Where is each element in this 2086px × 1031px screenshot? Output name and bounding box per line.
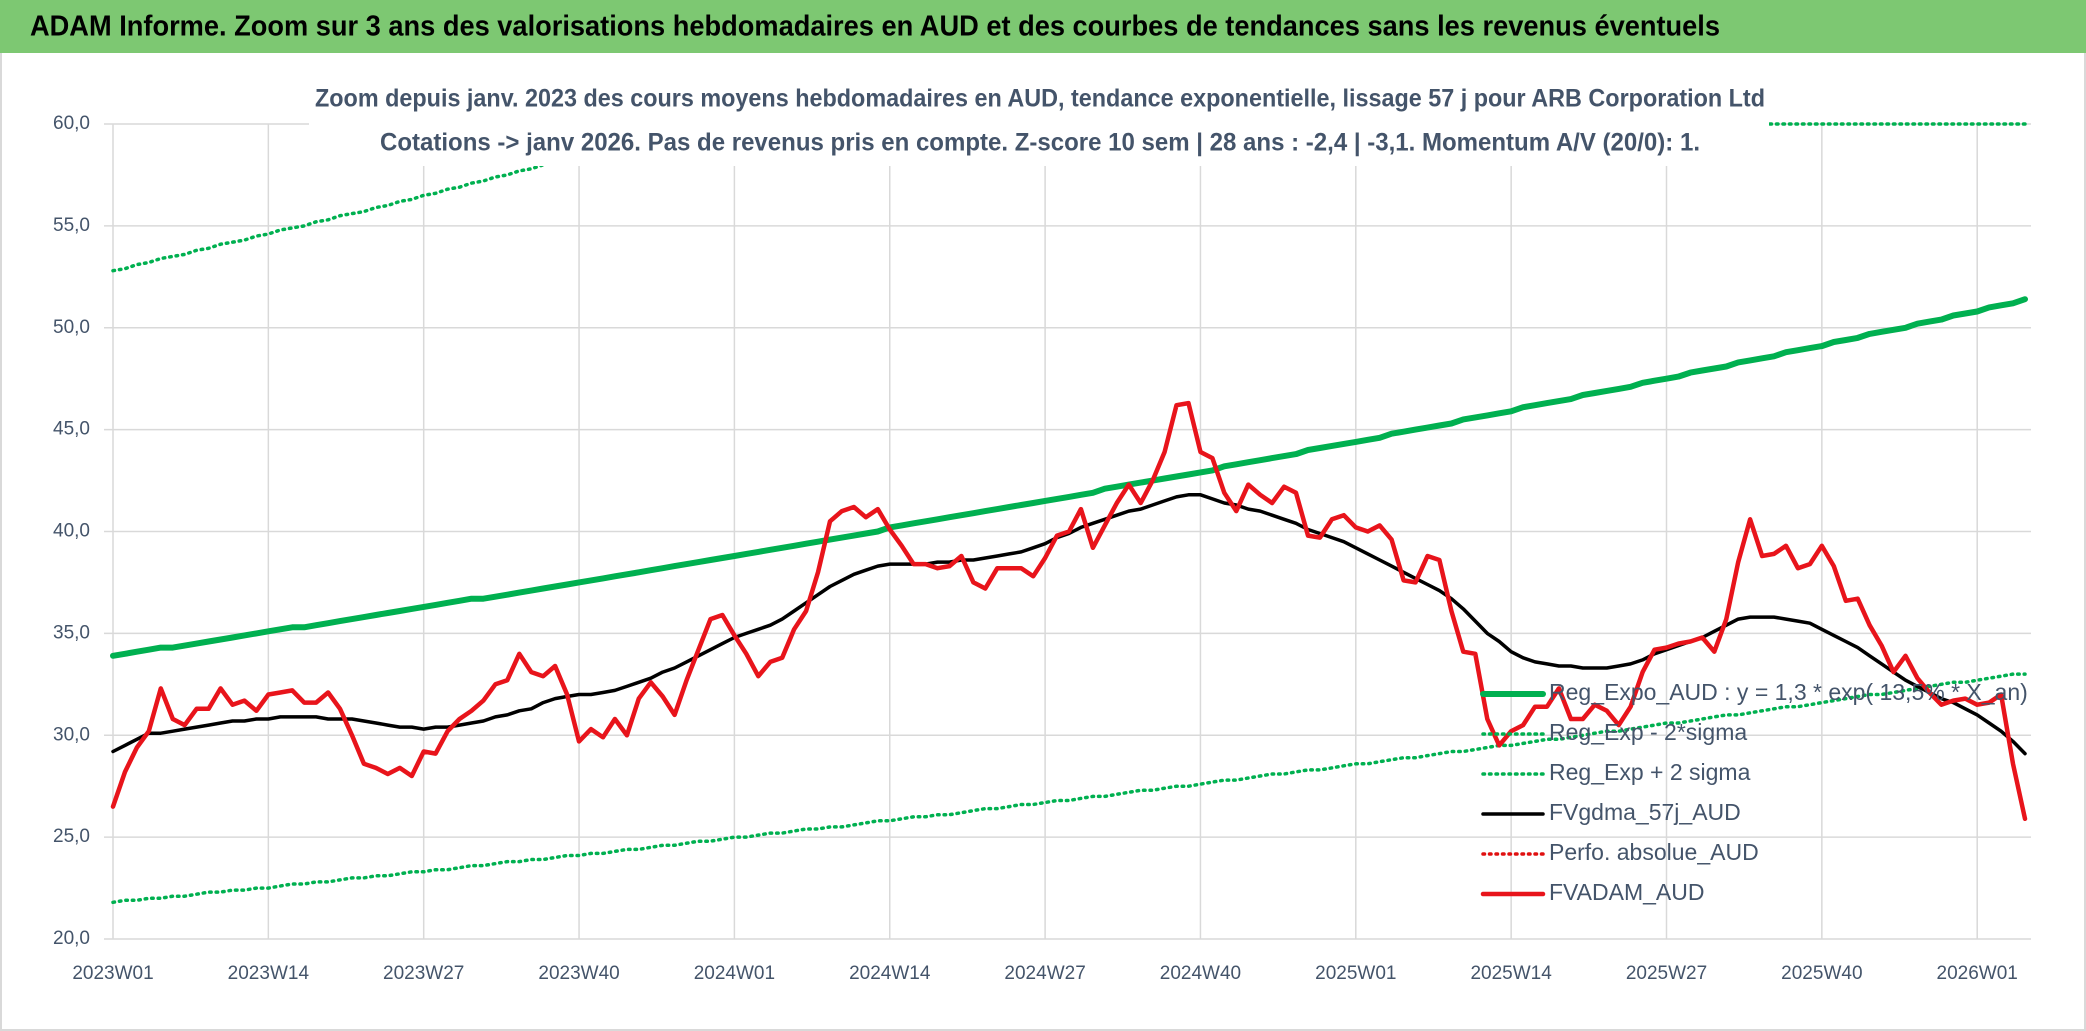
series-line: [111, 672, 2027, 905]
y-tick-label: 35,0: [53, 622, 90, 643]
chart-title: ADAM Informe. Zoom sur 3 ans des valoris…: [30, 11, 1720, 43]
subtitle: Zoom depuis janv. 2023 des cours moyens …: [315, 85, 1765, 113]
x-tick-label: 2024W27: [1004, 963, 1085, 984]
legend-label: Reg_Exp + 2 sigma: [1549, 759, 1751, 785]
x-tick-label: 2025W40: [1781, 963, 1862, 984]
x-tick-label: 2024W01: [694, 963, 775, 984]
series-line: [110, 296, 2028, 659]
y-tick-label: 30,0: [53, 724, 90, 745]
x-tick-label: 2023W14: [228, 963, 310, 984]
y-tick-label: 50,0: [53, 317, 90, 338]
subtitle: Cotations -> janv 2026. Pas de revenus p…: [380, 129, 1700, 157]
legend-label: Reg_Expo_AUD : y = 1,3 * exp( 13,5% * X_…: [1549, 679, 2028, 705]
x-tick-label: 2025W14: [1470, 963, 1552, 984]
x-tick-label: 2024W40: [1160, 963, 1241, 984]
x-tick-label: 2023W40: [538, 963, 619, 984]
legend-label: Perfo. absolue_AUD: [1549, 839, 1759, 865]
y-tick-label: 25,0: [53, 826, 90, 847]
y-tick-label: 20,0: [53, 928, 90, 949]
x-tick-label: 2025W01: [1315, 963, 1396, 984]
y-tick-label: 40,0: [53, 521, 90, 542]
legend-label: FVgdma_57j_AUD: [1549, 799, 1741, 825]
y-tick-label: 60,0: [53, 113, 90, 134]
subtitle-box: [309, 76, 1769, 166]
x-tick-label: 2025W27: [1626, 963, 1707, 984]
legend: Reg_Expo_AUD : y = 1,3 * exp( 13,5% * X_…: [1480, 679, 2028, 905]
y-tick-label: 45,0: [53, 419, 90, 440]
legend-label: FVADAM_AUD: [1549, 879, 1705, 905]
legend-label: Reg_Exp - 2*sigma: [1549, 719, 1747, 745]
series-line: [110, 400, 2028, 822]
x-tick-label: 2026W01: [1937, 963, 2018, 984]
title-banner: [0, 0, 2086, 53]
y-tick-label: 55,0: [53, 215, 90, 236]
x-tick-label: 2024W14: [849, 963, 931, 984]
x-tick-label: 2023W01: [72, 963, 153, 984]
x-tick-label: 2023W27: [383, 963, 464, 984]
